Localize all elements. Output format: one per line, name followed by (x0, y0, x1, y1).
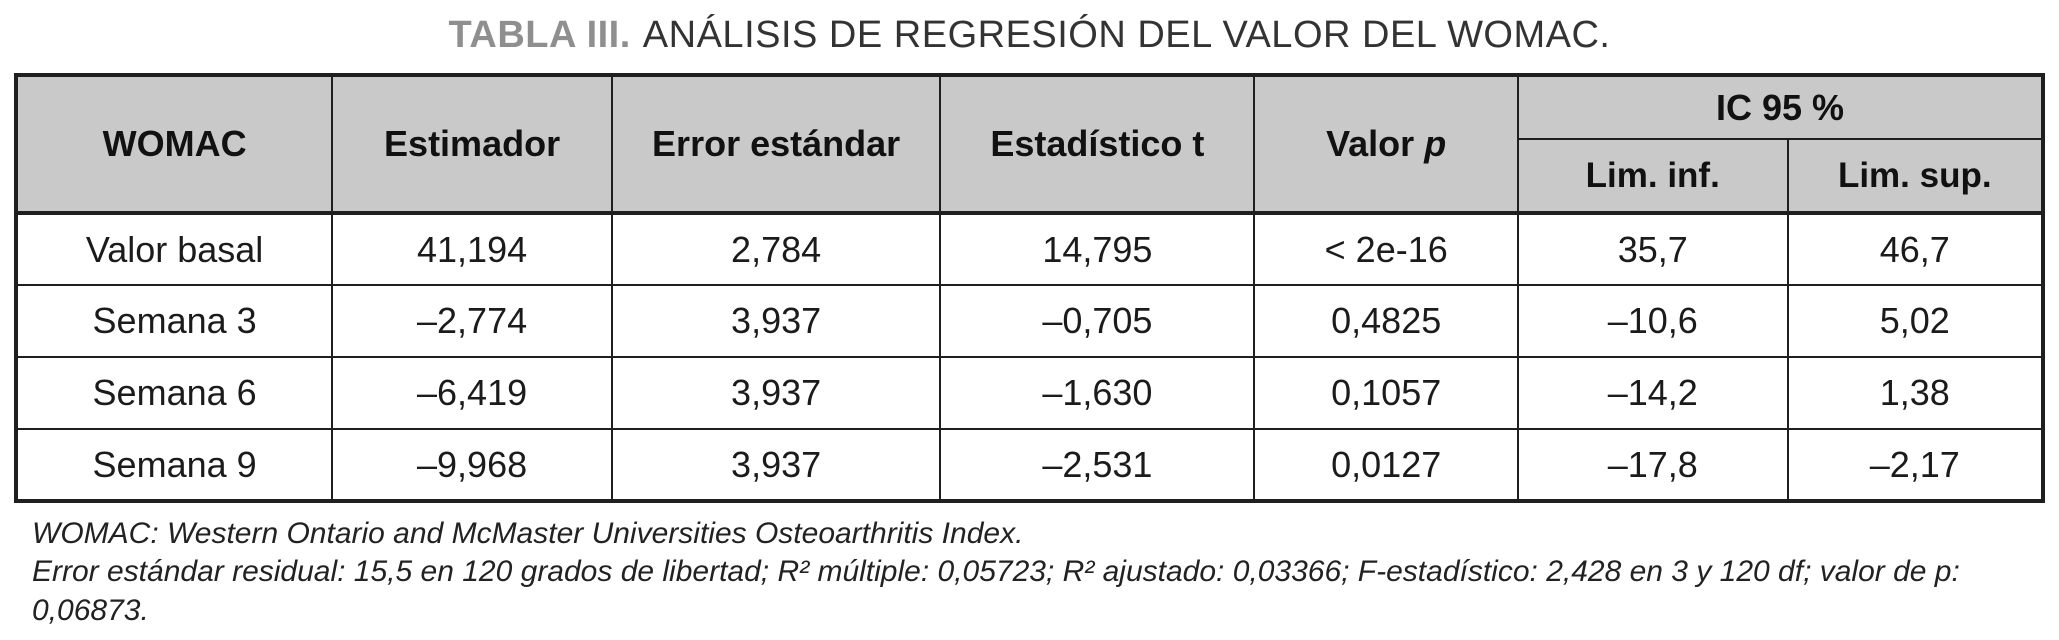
col-header-lim-sup: Lim. sup. (1786, 138, 2045, 214)
col-header-lim-inf: Lim. inf. (1516, 138, 1789, 214)
cell-lim-sup: 46,7 (1786, 212, 2045, 286)
cell-estadistico-t: –2,531 (939, 428, 1256, 502)
cell-valor-p: 0,0127 (1253, 428, 1519, 502)
cell-lim-inf: –14,2 (1516, 356, 1789, 430)
table-row-semana-3: Semana 3 –2,774 3,937 –0,705 0,4825 –10,… (14, 284, 2045, 358)
col-header-womac: WOMAC (14, 74, 334, 214)
header-row-sub: Lim. inf. Lim. sup. (16, 138, 2045, 214)
footnote-regression-stats: Error estándar residual: 15,5 en 120 gra… (32, 555, 1960, 627)
cell-lim-inf: –17,8 (1516, 428, 1789, 502)
cell-error-estandar: 3,937 (610, 356, 942, 430)
row-label: Semana 9 (14, 428, 334, 502)
cell-lim-sup: –2,17 (1786, 428, 2045, 502)
col-header-estadistico-t: Estadístico t (939, 74, 1256, 214)
cell-lim-inf: –10,6 (1516, 284, 1789, 358)
cell-error-estandar: 2,784 (610, 212, 942, 286)
valor-p-italic: p (1424, 123, 1447, 164)
table-title-text: ANÁLISIS DE REGRESIÓN DEL VALOR DEL WOMA… (642, 14, 1611, 56)
valor-p-text: Valor (1326, 123, 1415, 164)
footnote-womac-definition: WOMAC: Western Ontario and McMaster Univ… (32, 517, 1024, 550)
regression-table: WOMAC Estimador Error estándar Estadísti… (14, 73, 2045, 503)
col-header-valor-p: Valor p (1253, 74, 1519, 214)
table-body: Valor basal 41,194 2,784 14,795 < 2e-16 … (14, 212, 2045, 502)
table-row-semana-9: Semana 9 –9,968 3,937 –2,531 0,0127 –17,… (14, 428, 2045, 502)
row-label: Valor basal (14, 212, 334, 286)
cell-error-estandar: 3,937 (610, 428, 942, 502)
table-row-semana-6: Semana 6 –6,419 3,937 –1,630 0,1057 –14,… (14, 356, 2045, 430)
cell-valor-p: 0,4825 (1253, 284, 1519, 358)
cell-error-estandar: 3,937 (610, 284, 942, 358)
cell-estimador: –2,774 (331, 284, 613, 358)
header-row-top: WOMAC Estimador Error estándar Estadísti… (14, 74, 2045, 214)
col-header-ic95: IC 95 % (1516, 74, 2045, 140)
col-header-error-estandar: Error estándar (610, 74, 942, 214)
cell-valor-p: 0,1057 (1253, 356, 1519, 430)
cell-lim-inf: 35,7 (1516, 212, 1789, 286)
cell-estadistico-t: 14,795 (939, 212, 1256, 286)
cell-lim-sup: 5,02 (1786, 284, 2045, 358)
table-header: WOMAC Estimador Error estándar Estadísti… (14, 74, 2045, 214)
col-header-estimador: Estimador (331, 74, 613, 214)
table-title: TABLA III. ANÁLISIS DE REGRESIÓN DEL VALO… (14, 14, 2045, 57)
table-row-valor-basal: Valor basal 41,194 2,784 14,795 < 2e-16 … (14, 212, 2045, 286)
row-label: Semana 3 (14, 284, 334, 358)
cell-estimador: –9,968 (331, 428, 613, 502)
cell-estadistico-t: –0,705 (939, 284, 1256, 358)
table-title-label: TABLA III. (448, 14, 631, 56)
cell-lim-sup: 1,38 (1786, 356, 2045, 430)
cell-valor-p: < 2e-16 (1253, 212, 1519, 286)
table-footnotes: WOMAC: Western Ontario and McMaster Univ… (14, 515, 2045, 630)
cell-estimador: 41,194 (331, 212, 613, 286)
cell-estimador: –6,419 (331, 356, 613, 430)
cell-estadistico-t: –1,630 (939, 356, 1256, 430)
row-label: Semana 6 (14, 356, 334, 430)
